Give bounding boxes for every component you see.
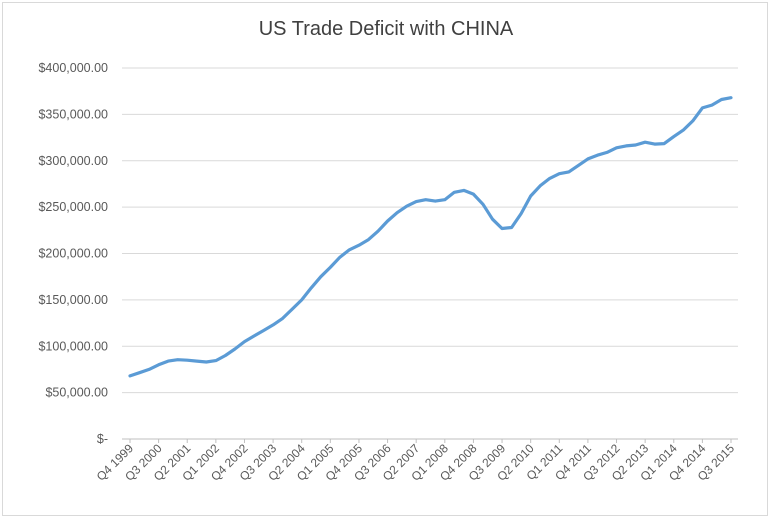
chart-title: US Trade Deficit with CHINA — [258, 18, 514, 40]
grid-lines — [122, 67, 738, 440]
series-line — [128, 96, 733, 378]
y-tick-label: $250,000.00 — [38, 200, 108, 214]
y-tick-label: $350,000.00 — [38, 107, 108, 121]
series-line-layer — [128, 96, 733, 378]
y-tick-label: $200,000.00 — [38, 247, 108, 261]
y-tick-label: $100,000.00 — [38, 339, 108, 353]
y-axis-ticks: $- $50,000.00 $100,000.00 $150,000.00 $200,0… — [38, 61, 108, 446]
y-tick-label: $- — [97, 432, 108, 446]
y-tick-label: $300,000.00 — [38, 154, 108, 168]
y-tick-label: $400,000.00 — [38, 61, 108, 75]
y-tick-label: $50,000.00 — [45, 386, 108, 400]
y-tick-label: $150,000.00 — [38, 293, 108, 307]
